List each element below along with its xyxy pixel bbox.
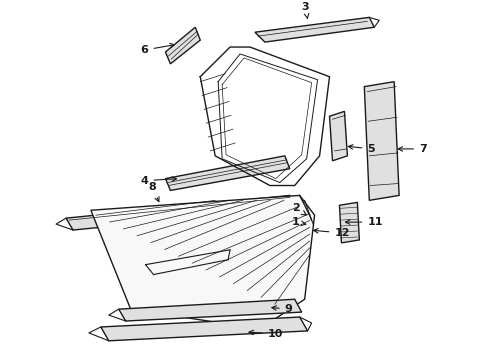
- Polygon shape: [365, 82, 399, 201]
- Text: 11: 11: [345, 217, 383, 227]
- Text: 8: 8: [148, 183, 159, 202]
- Text: 1: 1: [292, 217, 306, 227]
- Polygon shape: [340, 202, 359, 243]
- Text: 5: 5: [348, 144, 375, 154]
- Text: 12: 12: [314, 228, 350, 238]
- Text: 4: 4: [141, 176, 176, 185]
- Polygon shape: [101, 317, 308, 341]
- Text: 3: 3: [302, 3, 309, 18]
- Polygon shape: [166, 27, 200, 64]
- Polygon shape: [166, 156, 290, 190]
- Text: 10: 10: [249, 329, 283, 339]
- Text: 6: 6: [141, 43, 174, 55]
- Polygon shape: [119, 299, 302, 321]
- Text: 7: 7: [398, 144, 427, 154]
- Polygon shape: [66, 195, 295, 230]
- Text: 2: 2: [292, 203, 306, 215]
- Text: 9: 9: [272, 304, 293, 314]
- Polygon shape: [329, 111, 347, 161]
- Polygon shape: [91, 195, 315, 329]
- Polygon shape: [255, 17, 374, 42]
